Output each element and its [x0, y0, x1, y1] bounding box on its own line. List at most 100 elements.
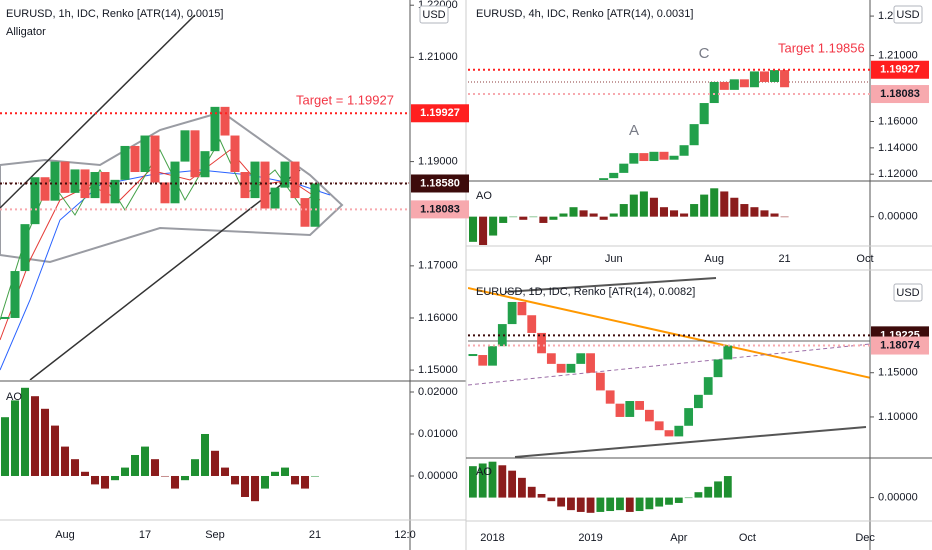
annotation: C: [699, 45, 710, 62]
renko-brick: [609, 172, 619, 179]
ao-bar: [694, 492, 703, 498]
renko-brick: [780, 70, 790, 88]
ao-bar: [780, 216, 789, 218]
ao-bar: [690, 204, 699, 217]
ao-bar: [649, 197, 658, 217]
y-tick-label: 1.21000: [418, 51, 458, 63]
renko-brick: [220, 106, 230, 136]
y-tick-label: 0.00000: [878, 211, 918, 223]
ao-bar: [539, 216, 548, 223]
pane: [469, 461, 732, 513]
ao-bar: [1, 417, 9, 476]
renko-brick: [517, 301, 527, 316]
legend-title: AO: [6, 391, 22, 403]
legend-title: AO: [476, 190, 492, 202]
ao-bar: [740, 204, 749, 217]
x-tick-label: Oct: [739, 532, 756, 544]
renko-brick: [703, 377, 713, 395]
currency-badge: [419, 5, 449, 24]
renko-brick: [649, 151, 659, 162]
trend-line: [514, 426, 867, 458]
renko-brick: [160, 182, 170, 204]
pane: [0, 106, 410, 319]
renko-brick: [170, 161, 180, 204]
ao-bar: [489, 216, 498, 236]
pitchfork: [0, 110, 344, 264]
ao-bar: [723, 476, 732, 498]
x-tick-label: 21: [309, 529, 321, 541]
renko-brick: [579, 187, 588, 192]
renko-brick: [770, 70, 780, 82]
renko-brick: [635, 401, 644, 410]
renko-brick: [507, 301, 517, 325]
y-tick-label: 1.15000: [418, 364, 458, 376]
ao-bar: [730, 197, 739, 217]
renko-brick: [310, 183, 320, 227]
ao-bar: [508, 470, 517, 498]
ao-bar: [281, 467, 289, 476]
ao-bar: [131, 454, 139, 476]
renko-brick: [629, 153, 639, 164]
renko-brick: [654, 421, 664, 431]
ao-bar: [211, 450, 219, 476]
ao-bar: [51, 425, 59, 476]
ao-bar: [760, 210, 769, 217]
renko-brick: [180, 130, 190, 162]
renko-brick: [719, 81, 729, 90]
ao-bar: [71, 459, 79, 476]
renko-brick: [605, 390, 615, 404]
pane: [1, 387, 319, 502]
renko-brick: [644, 409, 654, 422]
renko-brick: [689, 124, 699, 146]
annotation: Target = 1.19927: [296, 92, 394, 107]
renko-brick: [0, 316, 10, 319]
x-tick-label: Oct: [856, 253, 873, 265]
renko-brick: [586, 353, 595, 373]
ao-bar: [271, 471, 279, 476]
ao-bar: [261, 475, 269, 489]
renko-brick: [569, 190, 578, 193]
renko-brick: [694, 394, 703, 409]
ao-bar: [201, 433, 209, 476]
ao-bar: [41, 408, 49, 476]
renko-brick: [50, 161, 60, 201]
y-tick-label: 1.14000: [878, 142, 918, 154]
currency-label: USD: [896, 287, 919, 299]
ao-bar: [670, 210, 679, 217]
ao-bar: [519, 216, 528, 220]
ao-bar: [714, 481, 722, 498]
renko-brick: [556, 363, 566, 373]
renko-brick: [150, 135, 160, 183]
ao-bar: [61, 446, 69, 476]
renko-brick: [546, 353, 556, 364]
trend-line: [0, 14, 196, 209]
renko-brick: [699, 103, 709, 125]
ao-bar: [291, 475, 299, 485]
ao-bar: [311, 475, 319, 477]
pane: [469, 188, 789, 245]
price-badge: [871, 85, 929, 104]
ao-bar: [674, 497, 683, 503]
legend-subtitle: Alligator: [6, 26, 46, 38]
ao-bar: [509, 216, 518, 218]
renko-brick: [478, 355, 488, 366]
ao-bar: [547, 497, 556, 502]
trend-line: [29, 169, 301, 380]
renko-brick: [679, 145, 689, 156]
ao-bar: [559, 213, 568, 217]
renko-brick: [589, 182, 598, 187]
renko-brick: [497, 324, 507, 347]
renko-brick: [709, 81, 719, 104]
ao-bar: [629, 194, 638, 217]
renko-brick: [300, 198, 310, 227]
ao-bar: [171, 475, 179, 489]
renko-brick: [499, 206, 508, 210]
price-badge: [871, 60, 929, 79]
ao-bar: [518, 477, 526, 498]
ao-bar: [527, 486, 536, 498]
y-tick-label: 1.19000: [418, 155, 458, 167]
price-badge: [411, 174, 469, 193]
ao-bar: [655, 497, 664, 507]
y-tick-label: 1.17000: [418, 260, 458, 272]
renko-brick: [100, 172, 110, 204]
